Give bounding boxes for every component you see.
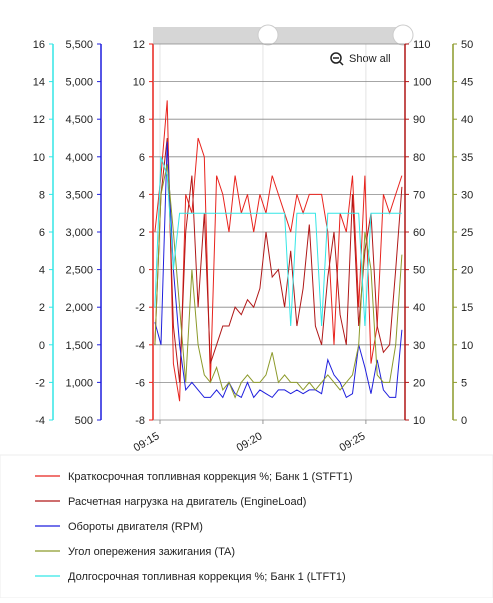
y-tick-label: 8 [39,189,45,201]
series-line [154,141,403,399]
y-tick-label: -4 [35,415,45,427]
series-line [154,156,402,327]
y-tick-label: 50 [413,265,425,277]
zoom-icon [339,61,344,66]
scroll-handle[interactable] [392,24,414,46]
y-tick-label: 100 [413,77,431,89]
y-tick-label: 8 [139,114,145,126]
y-tick-label: 6 [139,152,145,164]
y-tick-label: 70 [413,189,425,201]
y-tick-label: 3,000 [65,227,93,239]
y-tick-label: 60 [413,227,425,239]
show-all-label[interactable]: Show all [349,53,391,65]
y-tick-label: 5 [461,377,467,389]
y-tick-label: 4,000 [65,152,93,164]
x-tick-label: 09:20 [235,430,265,454]
series-line [154,137,403,383]
y-tick-label: 15 [461,302,473,314]
y-tick-label: 10 [33,152,45,164]
scrollbar[interactable] [153,27,405,44]
y-tick-label: 2 [39,302,45,314]
y-tick-label: 40 [461,114,473,126]
y-tick-label: -2 [35,377,45,389]
y-tick-label: 35 [461,152,473,164]
y-tick-label: 10 [413,415,425,427]
scroll-handle[interactable] [257,24,279,46]
y-tick-label: -8 [135,415,145,427]
y-tick-label: 2,500 [65,265,93,277]
y-tick-label: 2,000 [65,302,93,314]
y-tick-label: 90 [413,114,425,126]
y-tick-label: -2 [135,302,145,314]
legend-label[interactable]: Обороты двигателя (RPM) [68,521,203,533]
x-tick-label: 09:25 [338,430,368,454]
y-tick-label: 10 [133,77,145,89]
y-tick-label: 20 [413,377,425,389]
y-tick-label: 45 [461,77,473,89]
y-tick-label: 30 [413,340,425,352]
y-tick-label: 3,500 [65,189,93,201]
y-tick-label: 20 [461,265,473,277]
y-tick-label: 1,000 [65,377,93,389]
show-all-button[interactable]: Show all [330,52,391,66]
y-tick-label: 30 [461,189,473,201]
y-tick-label: 1,500 [65,340,93,352]
legend-label[interactable]: Краткосрочная топливная коррекция %; Бан… [68,471,353,483]
series-line [154,164,403,399]
y-tick-label: -4 [135,340,145,352]
y-tick-label: 5,000 [65,77,93,89]
y-tick-label: 4,500 [65,114,93,126]
y-tick-label: 50 [461,39,473,51]
y-tick-label: 4 [39,265,45,277]
y-tick-label: 0 [139,265,145,277]
y-tick-label: 10 [461,340,473,352]
y-tick-label: 40 [413,302,425,314]
y-tick-label: -6 [135,377,145,389]
legend-box [0,454,493,599]
y-tick-label: 500 [75,415,93,427]
legend-label[interactable]: Долгосрочная топливная коррекция %; Банк… [68,571,346,583]
legend-label[interactable]: Расчетная нагрузка на двигатель (EngineL… [68,496,306,508]
y-tick-label: 110 [413,39,431,51]
y-tick-label: 0 [39,340,45,352]
y-tick-label: 12 [133,39,145,51]
y-tick-label: 6 [39,227,45,239]
y-tick-label: 12 [33,114,45,126]
y-tick-label: 4 [139,189,145,201]
x-tick-label: 09:15 [132,430,162,454]
legend-label[interactable]: Угол опережения зажигания (TA) [68,546,235,558]
y-tick-label: 5,500 [65,39,93,51]
y-tick-label: 80 [413,152,425,164]
y-tick-label: 16 [33,39,45,51]
y-tick-label: 14 [33,77,45,89]
zoom-icon [330,52,342,64]
y-tick-label: 2 [139,227,145,239]
y-tick-label: 25 [461,227,473,239]
y-tick-label: 0 [461,415,467,427]
series-line [154,100,403,402]
